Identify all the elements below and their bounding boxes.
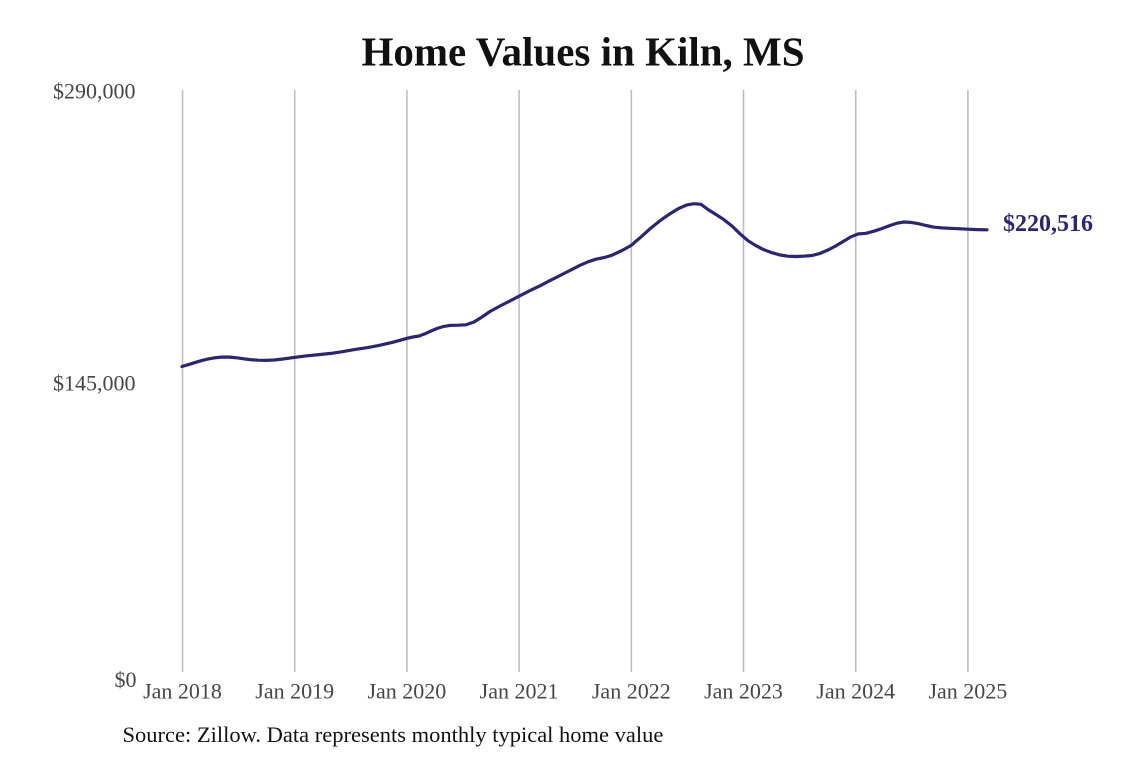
svg-text:Jan 2023: Jan 2023 (704, 679, 783, 704)
svg-text:Jan 2019: Jan 2019 (255, 679, 334, 704)
svg-text:Jan 2018: Jan 2018 (143, 679, 222, 704)
svg-text:$0: $0 (115, 667, 137, 692)
svg-text:$290,000: $290,000 (53, 79, 136, 104)
svg-text:Jan 2021: Jan 2021 (480, 679, 559, 704)
svg-text:Source: Zillow. Data represent: Source: Zillow. Data represents monthly … (123, 722, 664, 747)
svg-text:Jan 2024: Jan 2024 (816, 679, 895, 704)
svg-text:$220,516: $220,516 (1003, 211, 1093, 237)
svg-text:Jan 2025: Jan 2025 (928, 679, 1007, 704)
svg-text:$145,000: $145,000 (53, 371, 136, 396)
svg-text:Jan 2022: Jan 2022 (592, 679, 671, 704)
svg-text:Home Values in Kiln, MS: Home Values in Kiln, MS (361, 29, 804, 75)
svg-text:Jan 2020: Jan 2020 (367, 679, 446, 704)
